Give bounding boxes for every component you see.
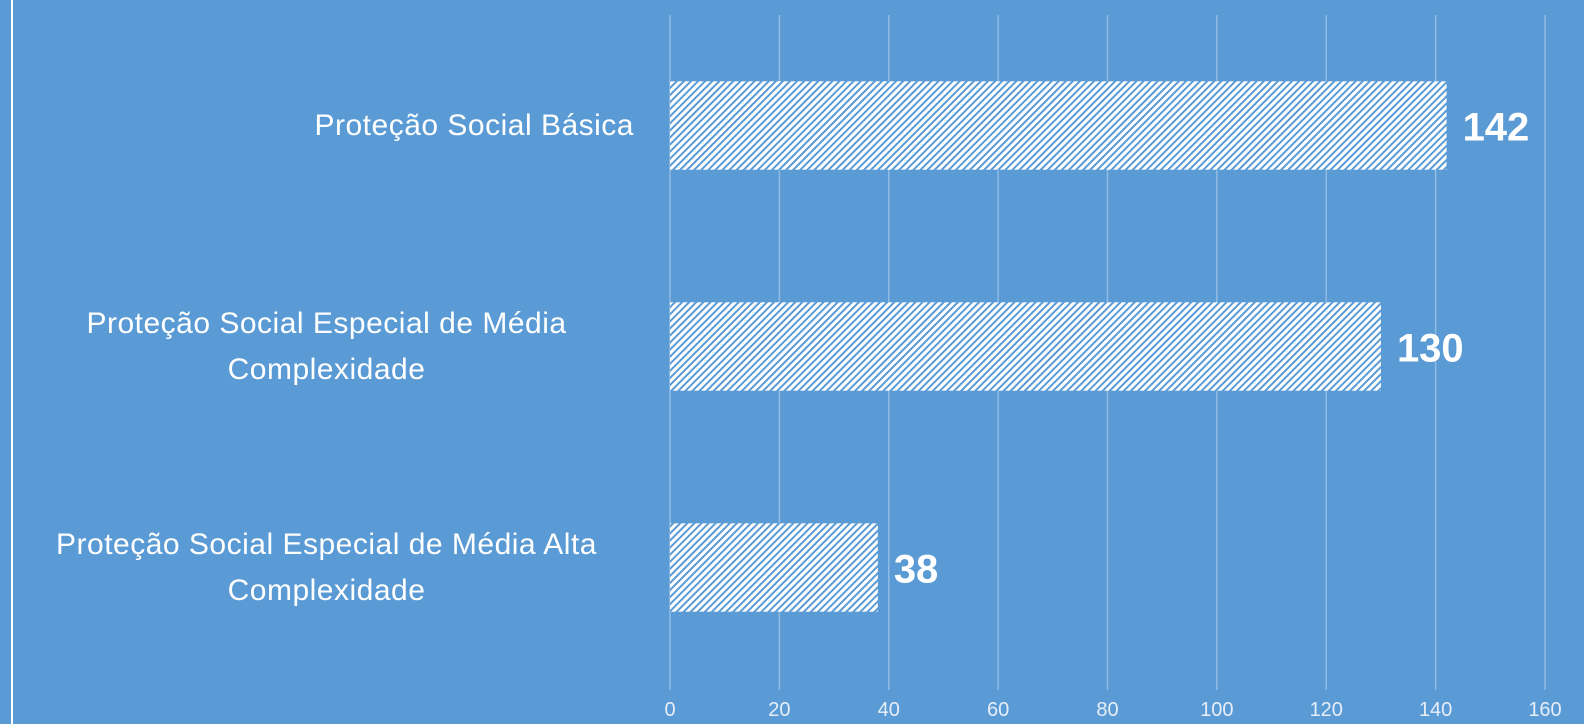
category-label-box: Proteção Social Básica: [315, 66, 635, 186]
x-tick-label: 40: [878, 699, 900, 721]
bar: [670, 523, 878, 612]
x-tick-label: 20: [768, 699, 790, 721]
y-tick-label: Proteção Social Especial de Média Comple…: [86, 306, 567, 386]
x-tick-label: 100: [1200, 699, 1233, 721]
x-tick-label: 140: [1419, 699, 1452, 721]
x-tick-label: 120: [1310, 699, 1343, 721]
x-tick-label: 60: [987, 699, 1009, 721]
x-tick-label: 160: [1528, 699, 1561, 721]
data-label: 130: [1397, 327, 1464, 371]
bar: [670, 81, 1447, 170]
y-tick-label: Proteção Social Básica: [314, 108, 634, 142]
data-label: 142: [1463, 106, 1530, 150]
category-label-box: Proteção Social Especial de Média Alta C…: [19, 508, 634, 628]
category-label-box: Proteção Social Especial de Média Comple…: [19, 287, 634, 407]
x-tick-label: 80: [1096, 699, 1118, 721]
y-tick-label: Proteção Social Especial de Média Alta C…: [56, 527, 597, 607]
data-label: 38: [894, 548, 939, 592]
x-tick-label: 0: [664, 699, 675, 721]
bar: [670, 302, 1381, 391]
